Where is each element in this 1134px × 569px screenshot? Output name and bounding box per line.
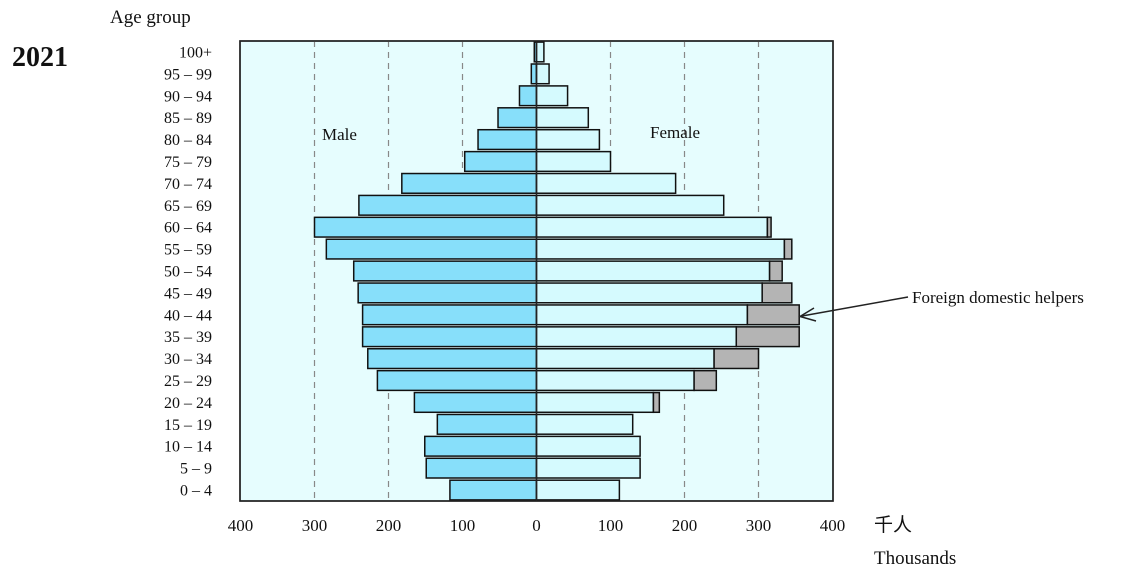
age-group-label: 65 – 69 <box>164 198 212 215</box>
foreign-domestic-helpers-bar <box>766 216 772 238</box>
female-bar <box>535 304 749 326</box>
female-bar <box>535 391 655 414</box>
male-bar <box>518 85 538 107</box>
x-unit-english: Thousands <box>874 548 956 569</box>
male-bar <box>367 348 538 370</box>
bars <box>313 41 800 501</box>
female-bar <box>535 348 715 370</box>
female-bar <box>535 63 550 85</box>
male-bar <box>325 238 538 260</box>
age-group-label: 15 – 19 <box>164 417 212 434</box>
x-tick-label: 300 <box>302 516 328 535</box>
y-axis-title: Age group <box>110 7 191 28</box>
x-tick-label: 400 <box>228 516 254 535</box>
female-bar <box>535 194 725 216</box>
female-bar <box>535 41 545 63</box>
female-bar <box>535 435 641 457</box>
plot-frame <box>239 40 834 502</box>
foreign-domestic-helpers-bar <box>783 238 793 260</box>
female-bar <box>535 369 695 392</box>
female-bar <box>535 326 738 348</box>
male-bar <box>401 172 538 194</box>
female-bar <box>535 282 763 304</box>
age-group-label: 75 – 79 <box>164 154 212 171</box>
male-bar <box>424 435 538 457</box>
age-group-label: 45 – 49 <box>164 285 212 302</box>
male-bar <box>497 107 538 129</box>
foreign-domestic-helpers-annotation: Foreign domestic helpers <box>912 288 1084 307</box>
age-group-label: 35 – 39 <box>164 329 212 346</box>
male-bar <box>361 326 538 348</box>
year-label: 2021 <box>12 42 68 73</box>
age-group-label: 10 – 14 <box>164 439 212 456</box>
female-bar <box>535 238 786 260</box>
male-bar <box>436 413 538 435</box>
x-tick-label: 200 <box>672 516 698 535</box>
x-tick-label: 100 <box>598 516 624 535</box>
female-bar <box>535 128 601 151</box>
x-tick-label: 200 <box>376 516 402 535</box>
female-bar <box>535 457 641 479</box>
male-bar <box>361 304 538 326</box>
age-group-label: 5 – 9 <box>180 461 212 478</box>
age-group-label: 70 – 74 <box>164 176 212 193</box>
age-group-label: 95 – 99 <box>164 66 212 83</box>
x-tick-labels: 400 300 200 100 0 100 200 300 400 <box>228 516 846 535</box>
age-group-label: 100+ <box>179 44 212 61</box>
x-tick-label: 400 <box>820 516 846 535</box>
age-group-label: 90 – 94 <box>164 88 212 105</box>
foreign-domestic-helpers-bar <box>693 369 718 392</box>
x-unit-chinese: 千人 <box>874 514 912 536</box>
age-group-label: 20 – 24 <box>164 395 212 412</box>
x-tick-label: 300 <box>746 516 772 535</box>
age-group-label: 50 – 54 <box>164 264 212 281</box>
female-bar <box>535 107 590 129</box>
female-bar <box>535 85 569 107</box>
age-group-label: 25 – 29 <box>164 373 212 390</box>
male-bar <box>449 479 538 501</box>
age-group-label: 80 – 84 <box>164 132 212 149</box>
male-bar <box>376 369 538 392</box>
female-bar <box>535 172 677 194</box>
female-bar <box>535 479 621 501</box>
male-bar <box>425 457 538 479</box>
male-bar <box>463 150 538 173</box>
age-group-label: 30 – 34 <box>164 351 212 368</box>
male-bar <box>358 194 538 216</box>
foreign-domestic-helpers-bar <box>761 282 793 304</box>
male-bar <box>357 282 538 304</box>
age-group-labels: 0 – 4 5 – 9 10 – 14 15 – 19 20 – 24 25 – 29 30… <box>164 44 212 499</box>
male-bar <box>530 63 538 85</box>
male-bar <box>477 128 538 151</box>
female-bar <box>535 260 771 282</box>
female-bar <box>535 150 612 173</box>
foreign-domestic-helpers-bar <box>713 348 760 370</box>
age-group-label: 40 – 44 <box>164 307 212 324</box>
female-bar <box>535 413 634 435</box>
foreign-domestic-helpers-bar <box>746 304 800 326</box>
age-group-label: 60 – 64 <box>164 220 212 237</box>
female-bar <box>535 216 769 238</box>
foreign-domestic-helpers-bar <box>735 326 800 348</box>
annotation-arrow <box>798 296 909 322</box>
age-group-label: 85 – 89 <box>164 110 212 127</box>
foreign-domestic-helpers-bar <box>652 391 661 414</box>
female-label: Female <box>650 123 700 142</box>
foreign-domestic-helpers-bar <box>768 260 783 282</box>
male-bar <box>413 391 538 414</box>
age-group-label: 0 – 4 <box>180 483 212 500</box>
x-tick-label: 100 <box>450 516 476 535</box>
x-tick-label: 0 <box>532 516 541 535</box>
male-bar <box>352 260 538 282</box>
male-bar <box>313 216 538 238</box>
male-label: Male <box>322 125 357 144</box>
age-group-label: 55 – 59 <box>164 242 212 259</box>
